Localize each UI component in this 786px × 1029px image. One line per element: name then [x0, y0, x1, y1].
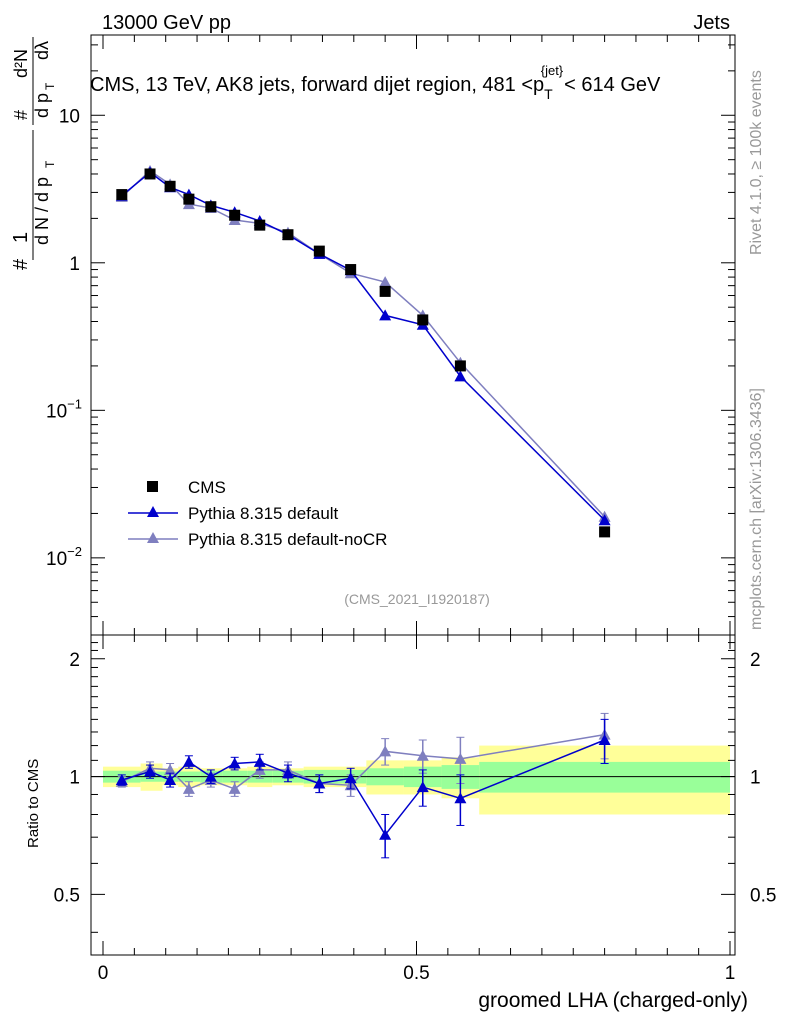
mcplots-label: mcplots.cern.ch [arXiv:1306.3436] — [748, 388, 765, 630]
series-line-pythia-nocr — [121, 169, 606, 518]
svg-text:#: # — [11, 110, 31, 120]
ratio-point-pythia-default — [228, 757, 241, 769]
point-cms — [229, 209, 241, 221]
data-series — [115, 164, 611, 538]
point-cms — [116, 189, 128, 201]
rivet-version-label: Rivet 4.1.0, ≥ 100k events — [748, 70, 765, 255]
point-pythia-nocr — [379, 276, 392, 288]
analysis-id-label: (CMS_2021_I1920187) — [344, 591, 490, 607]
svg-text:d N / d p: d N / d p — [32, 177, 52, 245]
svg-text:T: T — [43, 160, 57, 168]
ratio-point-pythia-default — [598, 734, 611, 746]
svg-text:dλ: dλ — [32, 41, 52, 60]
point-pythia-default — [379, 309, 392, 321]
ratio-point-pythia-nocr — [182, 782, 195, 794]
point-cms — [454, 360, 466, 372]
main-y-tick-label: 10 — [59, 106, 80, 127]
ratio-y-tick-label-right: 0.5 — [750, 885, 776, 906]
point-cms — [205, 201, 217, 213]
ratio-point-pythia-nocr — [379, 745, 392, 757]
ratio-point-pythia-default — [253, 755, 266, 767]
ratio-point-pythia-default — [379, 828, 392, 840]
ratio-point-pythia-nocr — [454, 752, 467, 764]
ratio-point-pythia-default — [454, 792, 467, 804]
ratio-series — [115, 712, 611, 859]
x-tick-label: 0.5 — [403, 963, 429, 984]
point-cms — [164, 180, 176, 192]
ratio-y-tick-label-left: 2 — [69, 650, 80, 671]
x-tick-label: 1 — [725, 963, 736, 984]
y-axis-label-main: # 1 d N / d p T # d p T d²N dλ — [10, 37, 57, 270]
svg-text:T: T — [43, 82, 57, 90]
axis-ticks: 10 1 10−1 10−2 2 2 1 1 0.5 0.5 0 0.5 1 — [46, 35, 776, 984]
ratio-plot-frame — [90, 634, 736, 956]
legend-marker-cms — [147, 481, 158, 492]
header-energy-label: 13000 GeV pp — [102, 12, 231, 34]
point-pythia-default — [454, 370, 467, 382]
point-cms — [183, 193, 195, 205]
svg-text:d p: d p — [32, 93, 52, 118]
main-y-tick-label: 1 — [69, 254, 80, 275]
svg-text:d²N: d²N — [11, 49, 31, 78]
plot-title-main: CMS, 13 TeV, AK8 jets, forward dijet reg… — [90, 74, 544, 96]
header-category-label: Jets — [693, 12, 730, 34]
plot-title-tail: < 614 GeV — [564, 74, 661, 96]
y-axis-label-ratio: Ratio to CMS — [25, 759, 42, 848]
ratio-point-pythia-default — [204, 770, 217, 782]
point-cms — [144, 168, 156, 180]
ratio-point-pythia-default — [416, 781, 429, 793]
legend-label-pythia-nocr: Pythia 8.315 default-noCR — [188, 530, 387, 549]
ratio-point-pythia-default — [182, 755, 195, 767]
ratio-point-pythia-default — [344, 772, 357, 784]
main-y-tick-label: 10−2 — [46, 544, 82, 570]
ratio-line-pythia-default — [121, 739, 605, 837]
main-y-tick-label: 10−1 — [46, 396, 82, 422]
legend-label-cms: CMS — [188, 478, 226, 497]
ratio-band-inner — [479, 761, 730, 793]
point-cms — [254, 219, 266, 231]
ratio-point-pythia-nocr — [416, 749, 429, 761]
point-cms — [599, 526, 611, 538]
legend: CMS Pythia 8.315 default Pythia 8.315 de… — [128, 478, 387, 549]
plot-title-superscript: {jet} — [541, 63, 564, 78]
ratio-point-pythia-default — [144, 765, 157, 777]
legend-marker-pythia-nocr — [147, 532, 159, 543]
ratio-y-tick-label-left: 1 — [69, 768, 80, 789]
x-axis-label: groomed LHA (charged-only) — [478, 989, 748, 1012]
svg-text:#: # — [10, 258, 32, 270]
plot-title-subscript: T — [544, 86, 553, 102]
legend-marker-pythia-default — [147, 506, 159, 517]
ratio-point-pythia-default — [164, 773, 177, 785]
ratio-point-pythia-default — [313, 777, 326, 789]
ratio-point-pythia-nocr — [164, 763, 177, 775]
legend-label-pythia-default: Pythia 8.315 default — [188, 504, 339, 523]
point-cms — [313, 245, 325, 257]
x-tick-label: 0 — [98, 963, 109, 984]
ratio-point-pythia-default — [115, 773, 128, 785]
plot-title: CMS, 13 TeV, AK8 jets, forward dijet reg… — [90, 63, 661, 102]
point-cms — [379, 285, 391, 297]
svg-text:1: 1 — [10, 232, 32, 243]
ratio-y-tick-label-right: 1 — [750, 768, 761, 789]
ratio-y-tick-label-left: 0.5 — [54, 885, 80, 906]
ratio-y-tick-label-right: 2 — [750, 650, 761, 671]
point-cms — [417, 314, 429, 326]
series-line-pythia-default — [121, 171, 606, 521]
point-pythia-default — [598, 514, 611, 526]
ratio-point-pythia-nocr — [228, 782, 241, 794]
point-cms — [345, 264, 357, 276]
ratio-point-pythia-default — [281, 767, 294, 779]
point-cms — [282, 229, 294, 241]
